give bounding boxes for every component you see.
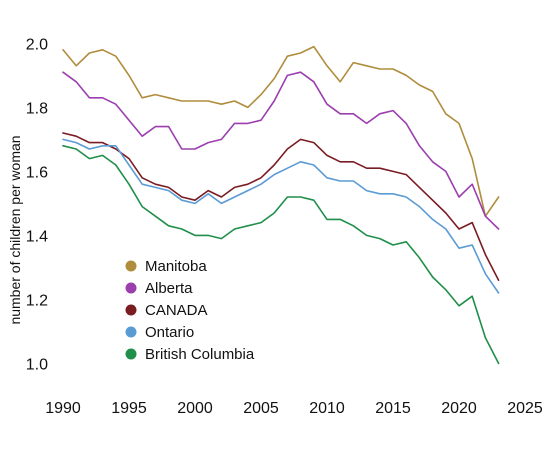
legend-marker (125, 348, 137, 360)
legend-marker (125, 260, 137, 272)
y-axis-title: number of children per woman (7, 135, 23, 324)
y-tick-label: 2.0 (26, 36, 48, 53)
series-line-british-columbia (62, 145, 500, 365)
x-tick-label: 1990 (45, 400, 81, 417)
x-tick-label: 2025 (507, 400, 543, 417)
legend-label: CANADA (145, 302, 208, 319)
y-tick-label: 1.0 (26, 356, 48, 373)
series-line-ontario (62, 138, 500, 294)
legend-marker (125, 282, 137, 294)
y-axis-tick-labels: 1.0 1.2 1.4 1.6 1.8 2.0 (26, 36, 48, 373)
x-tick-label: 2020 (441, 400, 477, 417)
x-tick-label: 2015 (375, 400, 411, 417)
x-tick-label: 2000 (177, 400, 213, 417)
legend-marker (125, 326, 137, 338)
series-line-alberta (62, 71, 500, 230)
plot-area (62, 45, 500, 365)
series-line-canada (62, 132, 500, 282)
legend-marker (125, 304, 137, 316)
legend-label: Alberta (145, 280, 193, 297)
y-tick-label: 1.6 (26, 164, 48, 181)
y-tick-label: 1.2 (26, 292, 48, 309)
legend-label: Manitoba (145, 258, 207, 275)
series-line-manitoba (62, 45, 500, 217)
x-tick-label: 2005 (243, 400, 279, 417)
x-axis-tick-labels: 1990 1995 2000 2005 2010 2015 2020 2025 (45, 400, 543, 417)
legend-label: Ontario (145, 324, 194, 341)
x-tick-label: 2010 (309, 400, 345, 417)
x-tick-label: 1995 (111, 400, 147, 417)
y-tick-label: 1.4 (26, 228, 48, 245)
legend: Manitoba Alberta CANADA Ontario British Colu… (125, 258, 255, 363)
y-tick-label: 1.8 (26, 100, 48, 117)
legend-label: British Columbia (145, 346, 255, 363)
